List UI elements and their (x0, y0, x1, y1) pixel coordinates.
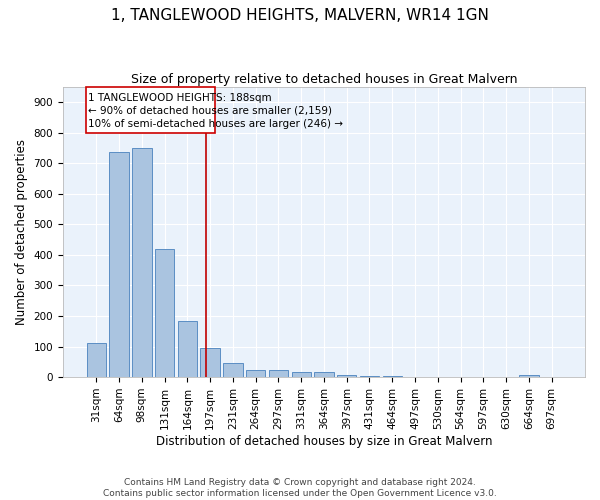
Bar (519, 374, 539, 377)
Bar (178, 320, 197, 377)
Bar (109, 152, 129, 377)
Bar (246, 370, 265, 377)
Text: 1, TANGLEWOOD HEIGHTS, MALVERN, WR14 1GN: 1, TANGLEWOOD HEIGHTS, MALVERN, WR14 1GN (111, 8, 489, 22)
Bar (200, 348, 220, 377)
X-axis label: Distribution of detached houses by size in Great Malvern: Distribution of detached houses by size … (156, 434, 492, 448)
Bar (223, 364, 242, 377)
Text: 1 TANGLEWOOD HEIGHTS: 188sqm: 1 TANGLEWOOD HEIGHTS: 188sqm (88, 93, 272, 103)
Text: ← 90% of detached houses are smaller (2,159): ← 90% of detached houses are smaller (2,… (88, 106, 332, 116)
Y-axis label: Number of detached properties: Number of detached properties (15, 139, 28, 325)
Bar (86, 344, 106, 377)
Text: Contains HM Land Registry data © Crown copyright and database right 2024.
Contai: Contains HM Land Registry data © Crown c… (103, 478, 497, 498)
Bar (314, 372, 334, 377)
Bar (292, 372, 311, 377)
Bar (269, 370, 288, 377)
Text: 10% of semi-detached houses are larger (246) →: 10% of semi-detached houses are larger (… (88, 120, 343, 130)
Bar (337, 374, 356, 377)
FancyBboxPatch shape (86, 86, 215, 132)
Bar (132, 148, 152, 377)
Bar (383, 376, 402, 377)
Title: Size of property relative to detached houses in Great Malvern: Size of property relative to detached ho… (131, 72, 517, 86)
Bar (360, 376, 379, 377)
Bar (155, 248, 174, 377)
